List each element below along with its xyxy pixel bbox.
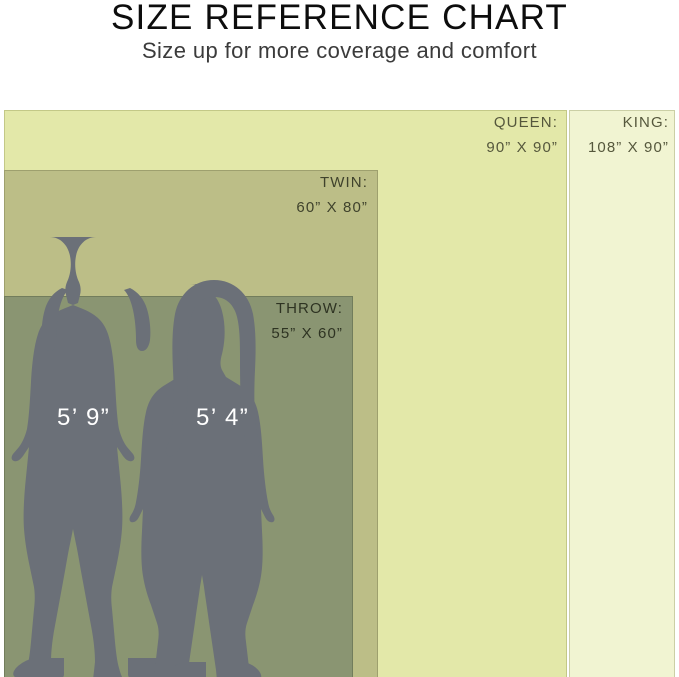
chart-area: 5’ 9” 5’ 4” KING: 108” X 90” QUEEN: 90” … [0,106,679,677]
size-rect-king [569,110,675,677]
size-label-queen: QUEEN: 90” X 90” [380,110,558,160]
size-label-twin-dims: 60” X 80” [296,199,368,216]
man-height-label: 5’ 9” [57,404,111,431]
chart-header: SIZE REFERENCE CHART Size up for more co… [0,0,679,106]
size-label-twin: TWIN: 60” X 80” [190,170,368,220]
page-title: SIZE REFERENCE CHART [110,0,569,37]
size-label-king: KING: 108” X 90” [577,110,669,160]
size-rect-throw [4,296,353,677]
size-label-throw: THROW: 55” X 60” [175,296,343,346]
page-subtitle: Size up for more coverage and comfort [141,38,538,63]
size-label-queen-dims: 90” X 90” [486,139,558,156]
size-label-queen-name: QUEEN: [493,114,558,131]
size-label-king-name: KING: [622,114,669,131]
size-label-throw-name: THROW: [275,300,343,317]
size-label-twin-name: TWIN: [320,174,368,191]
size-label-king-dims: 108” X 90” [587,139,669,156]
woman-height-label: 5’ 4” [196,404,250,431]
size-label-throw-dims: 55” X 60” [271,325,343,342]
